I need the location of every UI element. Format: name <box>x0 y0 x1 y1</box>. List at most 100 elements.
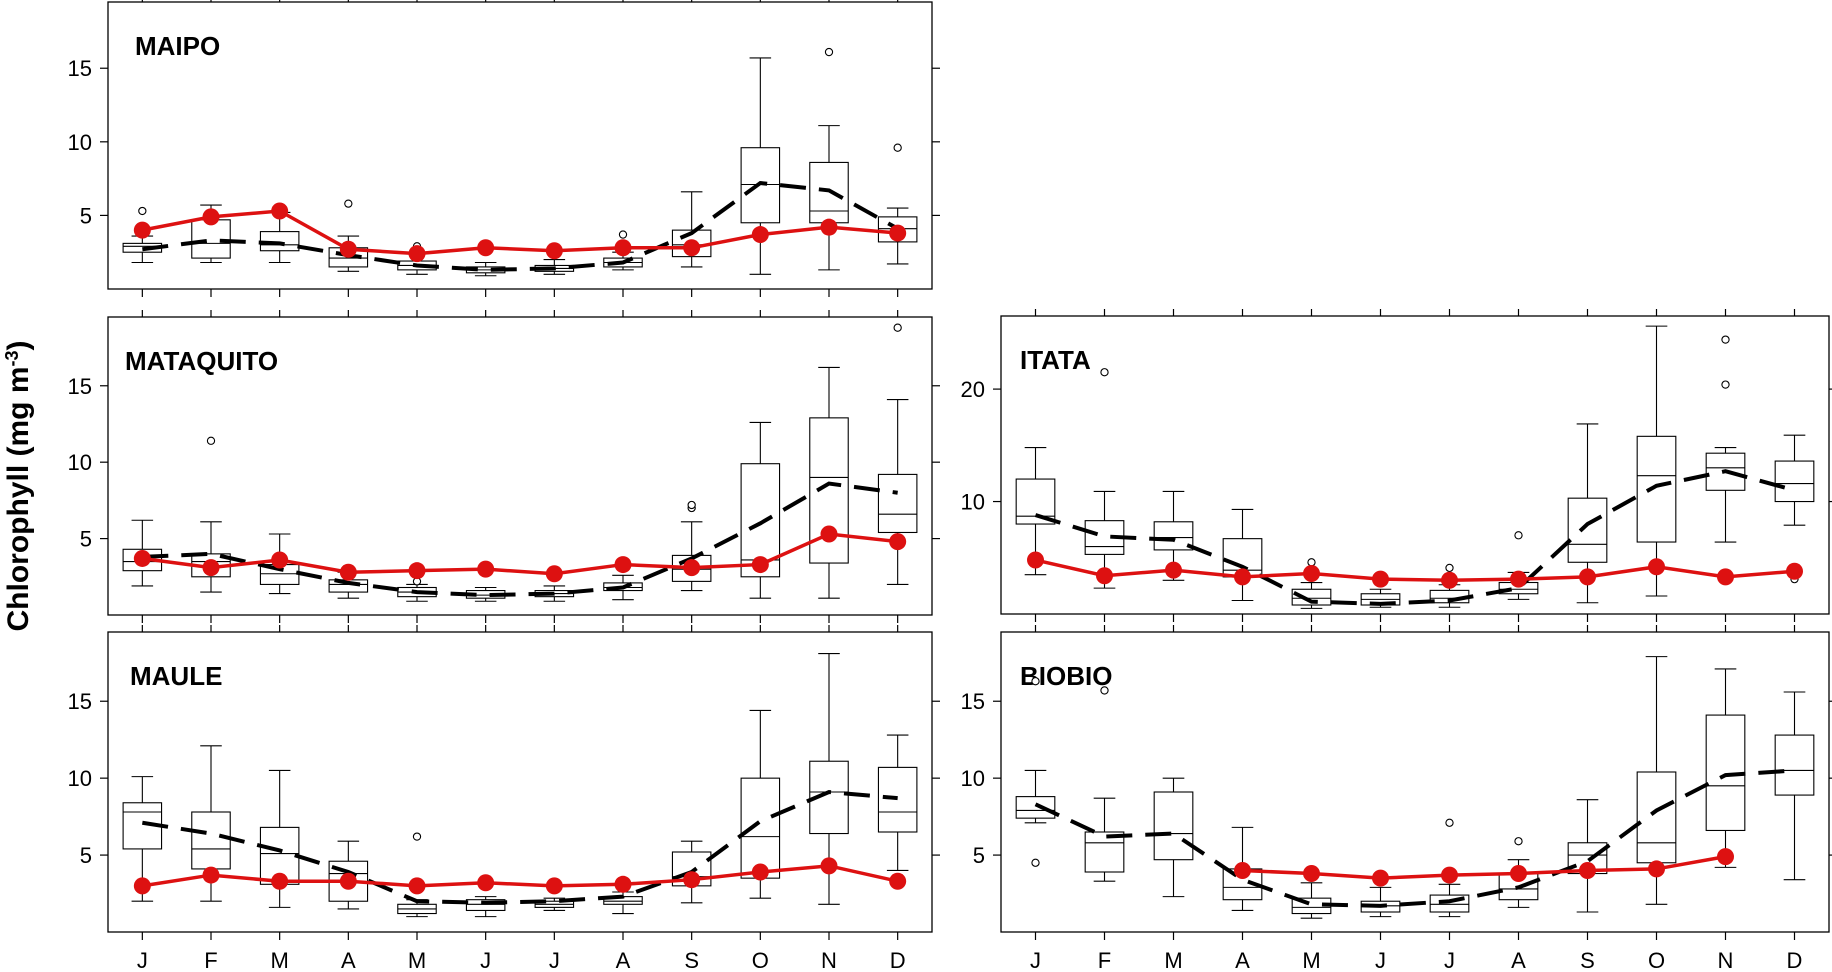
x-tick-label-maule-4: M <box>408 948 426 972</box>
box-body <box>740 777 781 879</box>
mean-point-maipo-11 <box>889 224 907 242</box>
x-tick-label-maule-6: J <box>549 948 560 972</box>
panel-frame-itata <box>1000 315 1830 615</box>
box-itata-0 <box>1015 447 1056 576</box>
box-biobio-1 <box>1084 686 1125 882</box>
x-tick-label-biobio-10: N <box>1718 948 1734 972</box>
panel-mataquito: MATAQUITO 5 10 15 <box>68 310 940 623</box>
box-maule-5 <box>465 896 506 918</box>
outlier-0 <box>618 230 628 239</box>
mean-point-maipo-1 <box>202 208 220 226</box>
mean-line-mataquito <box>142 532 898 576</box>
x-tick-label-biobio-5: J <box>1375 948 1386 972</box>
mean-point-itata-3 <box>1234 568 1251 586</box>
panel-title-maule: MAULE <box>130 661 222 691</box>
box-body <box>191 811 231 870</box>
box-body <box>191 219 231 259</box>
mean-line-itata <box>1035 558 1795 583</box>
box-maipo-10 <box>809 47 849 271</box>
mean-point-maule-7 <box>614 875 632 893</box>
mean-point-itata-0 <box>1027 551 1044 569</box>
box-biobio-10 <box>1705 668 1746 868</box>
mean-point-maule-6 <box>545 877 563 895</box>
mean-point-maule-5 <box>477 874 495 892</box>
y-tick-label-maipo-5: 5 <box>80 203 92 228</box>
y-axis-label-main: Chlorophyll (mg m <box>2 367 35 632</box>
box-biobio-6 <box>1429 818 1470 918</box>
mean-line-maule <box>142 864 899 888</box>
mean-point-mataquito-8 <box>683 559 701 577</box>
box-mataquito-8 <box>671 500 712 592</box>
mean-point-maule-1 <box>202 866 220 884</box>
x-tick-label-biobio-4: M <box>1302 948 1320 972</box>
x-tick-label-biobio-6: J <box>1444 948 1455 972</box>
box-body <box>1636 435 1677 543</box>
mean-point-maipo-9 <box>751 226 769 244</box>
x-tick-label-maule-9: O <box>752 948 769 972</box>
x-tick-label-biobio-2: M <box>1164 948 1182 972</box>
y-tick-label-biobio-5: 5 <box>973 843 985 868</box>
y-tick-label-maule-15: 15 <box>68 689 92 714</box>
x-tick-label-biobio-1: F <box>1098 948 1111 972</box>
panel-maule: MAULE 5 10 15 J F M A M J J A S O N D <box>68 625 940 972</box>
mean-point-biobio-7 <box>1510 865 1527 883</box>
box-body <box>740 463 781 578</box>
mean-point-mataquito-1 <box>202 559 220 577</box>
mean-point-maule-4 <box>408 877 426 895</box>
y-axis-label: Chlorophyll (mg m-3) <box>2 340 35 631</box>
mean-point-maule-2 <box>271 872 289 890</box>
x-tick-label-biobio-9: O <box>1648 948 1665 972</box>
outlier-0 <box>1514 837 1523 846</box>
mean-point-itata-2 <box>1165 561 1182 579</box>
outlier-0 <box>206 436 216 445</box>
box-body <box>809 760 849 835</box>
mean-point-itata-7 <box>1510 570 1527 588</box>
box-biobio-4 <box>1291 882 1332 919</box>
mean-point-mataquito-10 <box>820 525 838 543</box>
x-tick-label-maule-10: N <box>821 948 837 972</box>
box-body <box>1774 460 1815 503</box>
box-maule-11 <box>877 734 918 872</box>
mean-point-maule-3 <box>339 872 357 890</box>
mean-point-mataquito-3 <box>339 563 357 581</box>
box-body <box>1705 452 1746 491</box>
panel-frame-mataquito <box>107 316 933 616</box>
box-maule-4 <box>397 832 437 918</box>
box-body <box>1153 791 1194 861</box>
outlier-0 <box>1307 558 1316 567</box>
box-itata-8 <box>1567 423 1608 604</box>
panel-biobio: BIOBIO 5 10 15 J F M A M J J A S O N D <box>961 625 1832 972</box>
box-body <box>877 216 918 243</box>
outlier-0 <box>1031 858 1040 867</box>
outlier-0 <box>1100 686 1109 695</box>
panel-maipo: MAIPO 5 10 15 <box>68 0 940 297</box>
box-biobio-11 <box>1774 691 1815 881</box>
box-mataquito-7 <box>603 574 643 601</box>
outlier-0 <box>1721 380 1730 389</box>
box-maule-0 <box>122 776 163 902</box>
x-tick-label-maule-3: A <box>341 948 356 972</box>
y-tick-label-maule-5: 5 <box>80 843 92 868</box>
mean-line-biobio <box>1242 854 1726 880</box>
box-body <box>465 899 506 912</box>
mean-point-itata-10 <box>1717 568 1734 586</box>
y-tick-label-mataquito-5: 5 <box>80 527 92 552</box>
box-body <box>1291 588 1332 606</box>
box-mataquito-4 <box>397 577 437 602</box>
mean-point-itata-5 <box>1372 570 1389 588</box>
box-body <box>1429 894 1470 913</box>
panel-frame-biobio <box>1000 631 1830 933</box>
mean-point-biobio-9 <box>1648 860 1665 878</box>
mean-point-mataquito-2 <box>271 551 289 569</box>
panel-title-itata: ITATA <box>1020 345 1091 375</box>
x-tick-label-biobio-3: A <box>1235 948 1250 972</box>
mean-point-mataquito-11 <box>889 533 907 551</box>
mean-point-biobio-10 <box>1717 848 1734 866</box>
mean-point-maipo-2 <box>271 202 289 220</box>
mean-point-itata-6 <box>1441 571 1458 589</box>
box-body <box>1153 521 1194 551</box>
outlier-1 <box>1721 335 1730 344</box>
box-itata-11 <box>1774 434 1815 584</box>
outlier-1 <box>687 500 696 510</box>
y-tick-label-mataquito-10: 10 <box>68 450 92 475</box>
